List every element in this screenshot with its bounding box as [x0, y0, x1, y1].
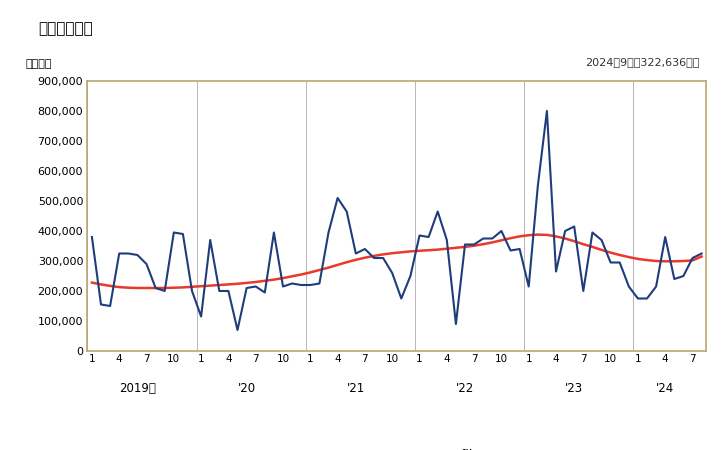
- HPfilter: [643, 257, 652, 263]
- HPfilter: [661, 259, 670, 264]
- Line: 輸入量: 輸入量: [92, 111, 702, 330]
- HPfilter: [534, 232, 542, 237]
- 輸入量: [506, 248, 515, 253]
- Text: '22: '22: [456, 382, 474, 395]
- Line: HPfilter: HPfilter: [92, 234, 702, 288]
- 輸入量: [652, 284, 660, 289]
- Text: 2019年: 2019年: [119, 382, 156, 395]
- Text: 単位トン: 単位トン: [25, 59, 52, 69]
- HPfilter: [87, 280, 96, 285]
- Legend: 輸入量, HPfilter: 輸入量, HPfilter: [298, 444, 496, 450]
- HPfilter: [542, 232, 551, 238]
- HPfilter: [652, 258, 660, 264]
- HPfilter: [697, 254, 706, 259]
- Text: '21: '21: [347, 382, 365, 395]
- HPfilter: [588, 244, 597, 250]
- Text: 輸入量の推移: 輸入量の推移: [38, 22, 92, 36]
- 輸入量: [87, 234, 96, 240]
- 輸入量: [661, 234, 670, 240]
- 輸入量: [588, 230, 597, 235]
- HPfilter: [133, 285, 142, 291]
- 輸入量: [233, 327, 242, 333]
- HPfilter: [506, 235, 515, 241]
- 輸入量: [697, 251, 706, 256]
- 輸入量: [534, 183, 542, 189]
- 輸入量: [542, 108, 551, 114]
- 輸入量: [643, 296, 652, 301]
- Text: '24: '24: [656, 382, 674, 395]
- Text: 2024年9月：322,636トン: 2024年9月：322,636トン: [585, 58, 700, 68]
- Text: '20: '20: [237, 382, 256, 395]
- Text: '23: '23: [565, 382, 583, 395]
